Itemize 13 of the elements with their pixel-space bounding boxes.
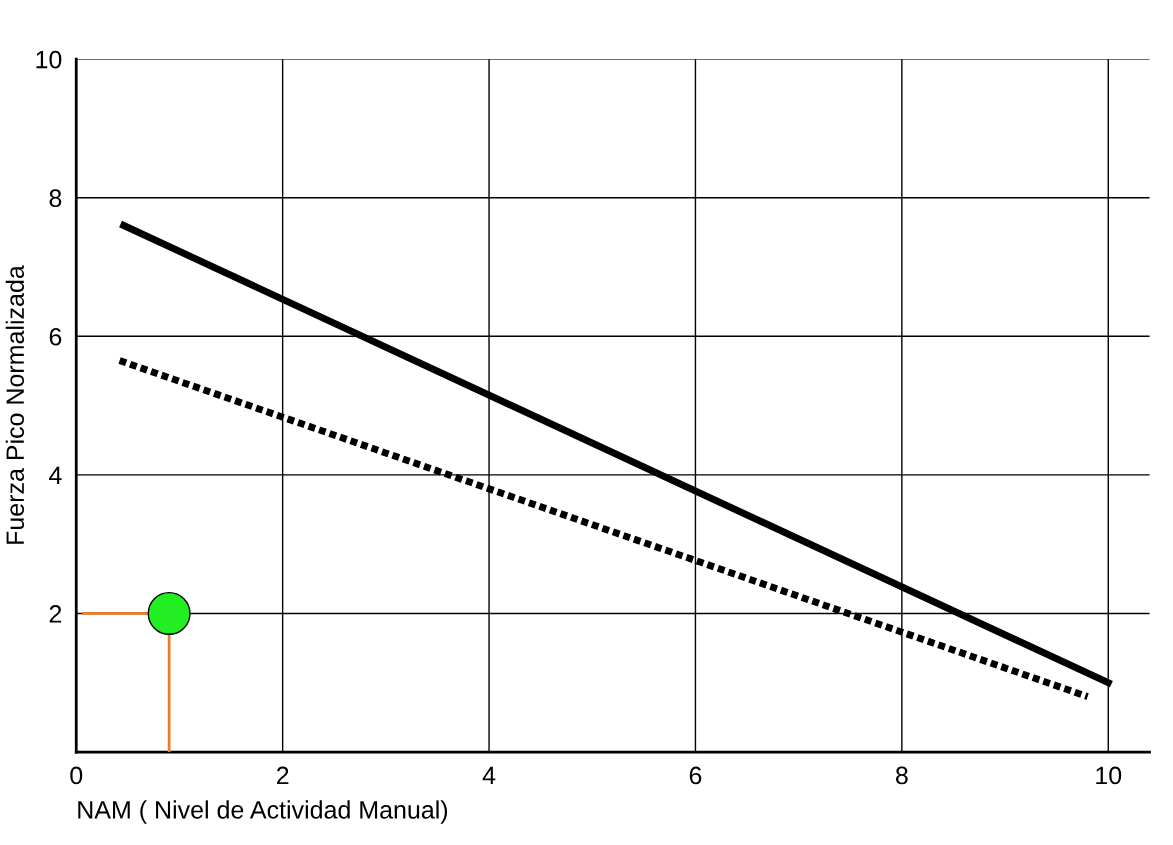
x-tick-label: 10 — [1096, 766, 1122, 785]
y-tick-label: 8 — [49, 189, 62, 208]
x-tick-label: 2 — [276, 766, 289, 785]
y-tick-label: 4 — [49, 466, 62, 484]
x-tick-label: 8 — [895, 766, 908, 785]
y-tick-label: 2 — [49, 605, 62, 623]
y-tick-label: 10 — [36, 50, 62, 69]
x-tick-label: 4 — [482, 766, 496, 785]
y-tick-label: 6 — [49, 327, 62, 346]
x-tick-label: 6 — [689, 766, 702, 785]
x-tick-label: 0 — [70, 766, 83, 785]
x-axis-title: NAM ( Nivel de Actividad Manual) — [78, 800, 448, 824]
y-axis-title: Fuerza Pico Normalizada — [5, 265, 25, 544]
